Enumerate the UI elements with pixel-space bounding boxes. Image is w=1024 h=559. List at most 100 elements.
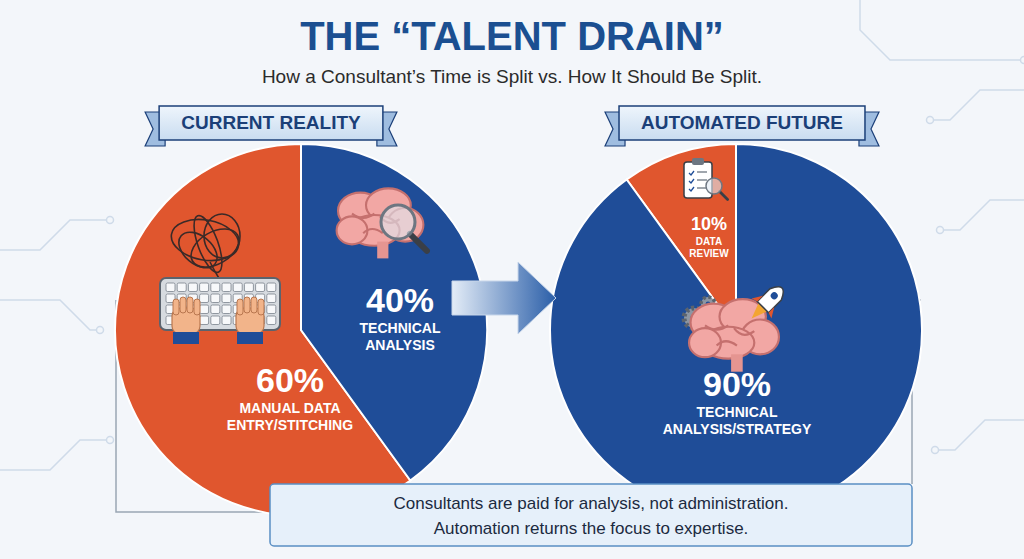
key: [267, 305, 276, 314]
key: [222, 316, 231, 325]
slices: [550, 144, 922, 516]
banner-body: [619, 106, 865, 140]
circuit-line: [935, 420, 1024, 450]
banner-title: CURRENT REALITY: [181, 112, 361, 133]
key: [222, 283, 231, 292]
key: [233, 283, 242, 292]
circuit-node: [1021, 57, 1024, 64]
circuit-line: [0, 440, 110, 470]
key: [222, 294, 231, 303]
brain-stem: [377, 242, 388, 259]
circuit-line: [940, 200, 1024, 230]
rocket-window: [769, 291, 779, 301]
circuit-node: [107, 437, 114, 444]
pie-chart: 10%DATAREVIEW90%TECHNICALANALYSIS/STRATE…: [550, 144, 922, 516]
icons: [684, 158, 792, 372]
slices: [115, 144, 487, 516]
sleeve: [173, 332, 199, 344]
category-line: ENTRY/STITCHING: [227, 417, 353, 433]
finger: [258, 299, 264, 315]
category-line: ANALYSIS: [365, 337, 435, 353]
banner-title: AUTOMATED FUTURE: [641, 112, 843, 133]
category-label: DATAREVIEW: [689, 236, 729, 259]
key: [211, 294, 220, 303]
tangle-icon: [168, 212, 245, 275]
pie-chart: 60%MANUAL DATAENTRY/STITCHING 40%TECHNICA…: [115, 144, 487, 516]
key: [200, 294, 209, 303]
pie-slice: [550, 144, 922, 516]
footer: Consultants are paid for analysis, not a…: [270, 484, 912, 546]
value-label: 60%: [256, 361, 324, 399]
brain-lobe: [689, 328, 721, 357]
hand-icon: [172, 297, 200, 344]
category-line: ANALYSIS/STRATEGY: [663, 421, 812, 437]
check: [689, 171, 694, 175]
footer-text: Automation returns the focus to expertis…: [434, 519, 749, 538]
canvas: THE “TALENT DRAIN” How a Consultant’s Tim…: [0, 0, 1024, 559]
data-labels: 10%DATAREVIEW90%TECHNICALANALYSIS/STRATE…: [663, 214, 812, 437]
magnifier-lens: [706, 178, 722, 194]
circuit-line: [0, 300, 100, 330]
circuit-node: [97, 327, 104, 334]
circuit-node: [107, 217, 114, 224]
value-label: 40%: [366, 281, 434, 319]
finger: [173, 299, 179, 315]
banner: [605, 106, 879, 146]
magnifier-lens: [381, 205, 415, 239]
key: [188, 283, 197, 292]
key: [222, 305, 231, 314]
hand-icon: [236, 297, 264, 344]
circuit-line: [930, 90, 1024, 120]
arrow: [452, 262, 556, 334]
background: [0, 0, 1024, 559]
tangle-loop: [204, 214, 240, 258]
category-label: MANUAL DATAENTRY/STITCHING: [227, 400, 353, 433]
category-label: TECHNICALANALYSIS/STRATEGY: [663, 404, 812, 437]
banner: [145, 106, 397, 146]
rocket-icon: [742, 278, 792, 328]
finger: [180, 297, 186, 313]
check: [689, 179, 694, 183]
brain-lobe: [337, 216, 368, 244]
brain-icon: [337, 188, 424, 258]
category-line: TECHNICAL: [360, 320, 441, 336]
rocket-fin: [752, 292, 779, 319]
clipboard-line: [697, 179, 707, 180]
category-line: DATA: [696, 236, 722, 247]
finger: [187, 297, 193, 313]
magnifier-handle: [410, 234, 427, 251]
title: THE “TALENT DRAIN”: [300, 14, 724, 58]
category-line: REVIEW: [689, 248, 729, 259]
tangle-loop: [188, 212, 227, 275]
category-line: MANUAL DATA: [239, 400, 340, 416]
key: [267, 294, 276, 303]
circuit-line: [860, 0, 1024, 60]
key: [244, 283, 253, 292]
footer-box: [270, 484, 912, 546]
key: [200, 305, 209, 314]
clipboard-line: [697, 171, 707, 172]
key: [200, 316, 209, 325]
sleeve: [237, 332, 263, 344]
key: [267, 316, 276, 325]
key: [211, 316, 220, 325]
circuit-line: [0, 220, 110, 250]
value-label: 10%: [691, 214, 727, 234]
key: [256, 283, 265, 292]
category-label: TECHNICALANALYSIS: [360, 320, 441, 353]
circuit-node: [937, 227, 944, 234]
circuit-node: [927, 117, 934, 124]
footer-text: Consultants are paid for analysis, not a…: [394, 494, 789, 513]
key: [166, 283, 175, 292]
tangle-loop: [172, 225, 224, 275]
data-labels: 60%MANUAL DATAENTRY/STITCHING 40%TECHNICA…: [227, 281, 441, 433]
key: [211, 305, 220, 314]
clipboard-clip: [692, 158, 704, 165]
brain-fold: [705, 325, 754, 345]
finger: [244, 297, 250, 313]
key: [267, 283, 276, 292]
value-label: 90%: [703, 365, 771, 403]
key: [211, 283, 220, 292]
magnifier-handle: [720, 192, 728, 200]
subtitle: How a Consultant’s Time is Split vs. How…: [262, 66, 762, 87]
